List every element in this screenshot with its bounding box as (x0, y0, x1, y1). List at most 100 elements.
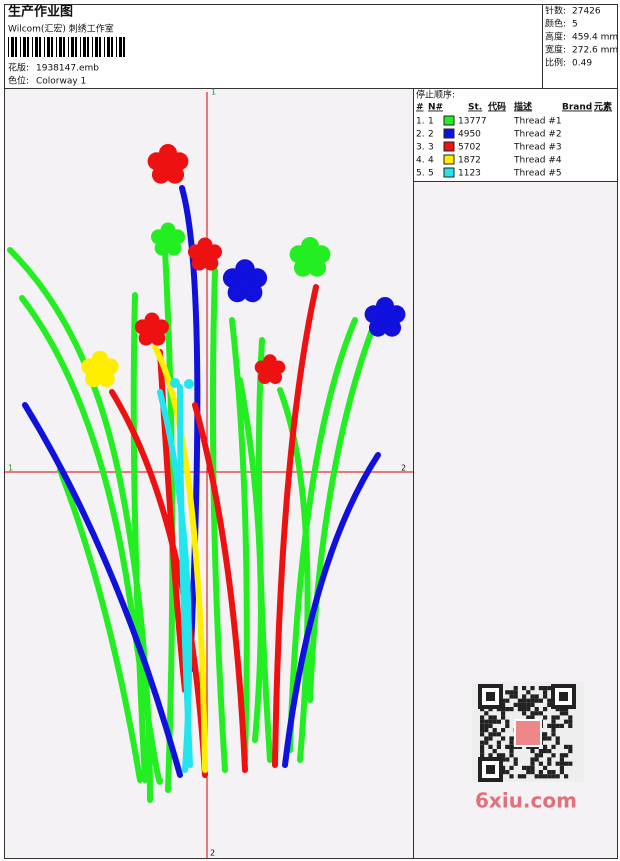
qr-cell (543, 694, 548, 699)
qr-cell (551, 732, 556, 737)
qr-cell (496, 753, 501, 758)
qr-cell (513, 757, 518, 762)
qr-cell (484, 728, 489, 733)
qr-cell (538, 761, 543, 766)
table-cell: 4. (416, 156, 425, 166)
crosshair-label-right: 2 (401, 464, 406, 473)
qr-cell (530, 770, 535, 775)
qr-cell (534, 698, 539, 703)
qr-cell (543, 774, 548, 779)
qr-cell (522, 694, 527, 699)
qr-cell (555, 761, 560, 766)
qr-cell (568, 761, 573, 766)
qr-cell (496, 740, 501, 745)
stop-sequence-title: 停止顺序: (416, 89, 455, 101)
qr-cell (538, 711, 543, 716)
qr-cell (484, 723, 489, 728)
qr-cell (505, 723, 510, 728)
qr-cell (480, 753, 485, 758)
barcode-bar (35, 37, 38, 57)
table-cell: 13777 (458, 117, 487, 127)
qr-cell (543, 715, 548, 720)
qr-cell (564, 774, 569, 779)
table-cell: Thread #1 (513, 117, 562, 127)
table-cell: 1 (428, 117, 434, 127)
qr-cell (501, 770, 506, 775)
qr-cell (509, 690, 514, 695)
qr-cell (530, 749, 535, 754)
qr-cell (530, 702, 535, 707)
qr-cell (480, 707, 485, 712)
qr-cell (526, 698, 531, 703)
qr-cell (530, 711, 535, 716)
qr-cell (517, 774, 522, 779)
qr-cell (509, 740, 514, 745)
qr-cell (505, 719, 510, 724)
qr-cell (509, 694, 514, 699)
qr-cell (526, 765, 531, 770)
qr-cell (488, 715, 493, 720)
qr-cell (496, 719, 501, 724)
qr-cell (501, 757, 506, 762)
qr-cell (513, 690, 518, 695)
qr-cell (555, 723, 560, 728)
qr-cell (534, 694, 539, 699)
qr-cell (522, 765, 527, 770)
qr-cell (488, 723, 493, 728)
column-header: 描述 (514, 101, 532, 113)
colorway-label: 色位: (8, 75, 29, 87)
qr-cell (547, 702, 552, 707)
qr-cell (501, 698, 506, 703)
column-header: N# (428, 103, 443, 113)
qr-cell (484, 740, 489, 745)
qr-cell (501, 707, 506, 712)
qr-cell (513, 761, 518, 766)
qr-cell (547, 761, 552, 766)
barcode-bar (71, 37, 74, 57)
qr-cell (559, 770, 564, 775)
qr-cell (492, 715, 497, 720)
barcode-bar (59, 37, 62, 57)
qr-cell (543, 765, 548, 770)
column-header: Brand (562, 103, 592, 113)
table-cell: 1123 (458, 169, 481, 179)
qr-cell (480, 749, 485, 754)
barcode-bar (99, 37, 101, 57)
qr-cell (547, 723, 552, 728)
column-header: 代码 (487, 101, 506, 113)
crosshair-label-top: 1 (211, 88, 216, 97)
barcode-bar (68, 37, 69, 57)
qr-cell (517, 698, 522, 703)
qr-cell (488, 753, 493, 758)
qr-cell (501, 711, 506, 716)
green-stems (7, 247, 375, 803)
qr-cell (522, 711, 527, 716)
table-cell: Thread #3 (513, 143, 562, 153)
barcode-bar (116, 37, 117, 57)
qr-cell (522, 698, 527, 703)
qr-cell (501, 765, 506, 770)
qr-cell (484, 719, 489, 724)
qr-cell (513, 694, 518, 699)
color-swatch (443, 115, 455, 126)
qr-cell (480, 719, 485, 724)
qr-cell (526, 702, 531, 707)
stat-label: 宽度: (545, 44, 566, 56)
qr-cell (547, 774, 552, 779)
barcode-bar (104, 37, 105, 57)
stat-label: 颜色: (545, 18, 566, 30)
qr-cell (534, 711, 539, 716)
qr-cell (505, 744, 510, 749)
qr-cell (534, 757, 539, 762)
barcode-bar (111, 37, 113, 57)
table-cell: 4950 (458, 130, 481, 140)
qr-cell (509, 753, 514, 758)
qr-cell (530, 715, 535, 720)
qr-cell (543, 736, 548, 741)
qr-cell (551, 770, 556, 775)
qr-cell (551, 753, 556, 758)
barcode-bar (56, 37, 57, 57)
qr-cell (517, 702, 522, 707)
qr-cell (509, 749, 514, 754)
table-cell: Thread #5 (513, 169, 562, 179)
